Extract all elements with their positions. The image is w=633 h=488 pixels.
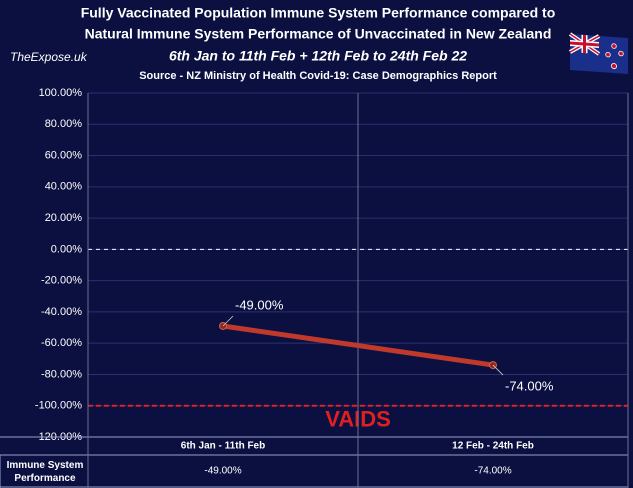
y-tick-label: 20.00% [45,212,83,224]
data-label: -49.00% [235,297,284,312]
y-tick-label: -60.00% [41,337,82,349]
y-tick-label: 60.00% [45,149,83,161]
subtitle: 6th Jan to 11th Feb + 12th Feb to 24th F… [169,48,467,64]
data-label: -74.00% [505,379,554,394]
y-tick-label: 0.00% [51,243,82,255]
label-leader [222,315,234,327]
table-cell: -49.00% [204,466,241,477]
y-tick-label: -40.00% [41,306,82,318]
title-line: Fully Vaccinated Population Immune Syste… [81,5,556,21]
nz-flag [568,32,628,75]
table-row-label: Immune System Performance [6,460,84,484]
y-tick-label: -80.00% [41,368,82,380]
series-line [222,323,494,368]
y-tick-label: 80.00% [45,118,83,130]
label-leader [492,364,504,376]
watermark: TheExpose.uk [10,50,88,64]
x-tick-label: 6th Jan - 11th Feb [181,441,265,452]
y-tick-label: -100.00% [35,400,82,412]
title-line: Natural Immune System Performance of Unv… [85,26,552,42]
table-cell: -74.00% [474,466,511,477]
y-tick-label: -20.00% [41,275,82,287]
x-tick-label: 12 Feb - 24th Feb [452,441,534,452]
y-tick-label: 40.00% [45,181,83,193]
y-tick-label: 100.00% [39,87,83,99]
source: Source - NZ Ministry of Health Covid-19:… [139,70,497,82]
